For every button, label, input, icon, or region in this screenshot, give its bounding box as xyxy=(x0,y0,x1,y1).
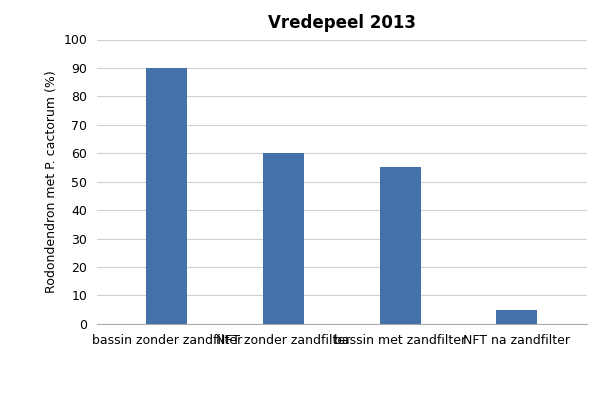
Bar xyxy=(380,167,420,324)
Bar xyxy=(497,310,537,324)
Bar xyxy=(146,68,187,324)
Bar xyxy=(263,153,304,324)
Y-axis label: Rodondendron met P. cactorum (%): Rodondendron met P. cactorum (%) xyxy=(45,70,57,293)
Title: Vredepeel 2013: Vredepeel 2013 xyxy=(268,14,416,32)
